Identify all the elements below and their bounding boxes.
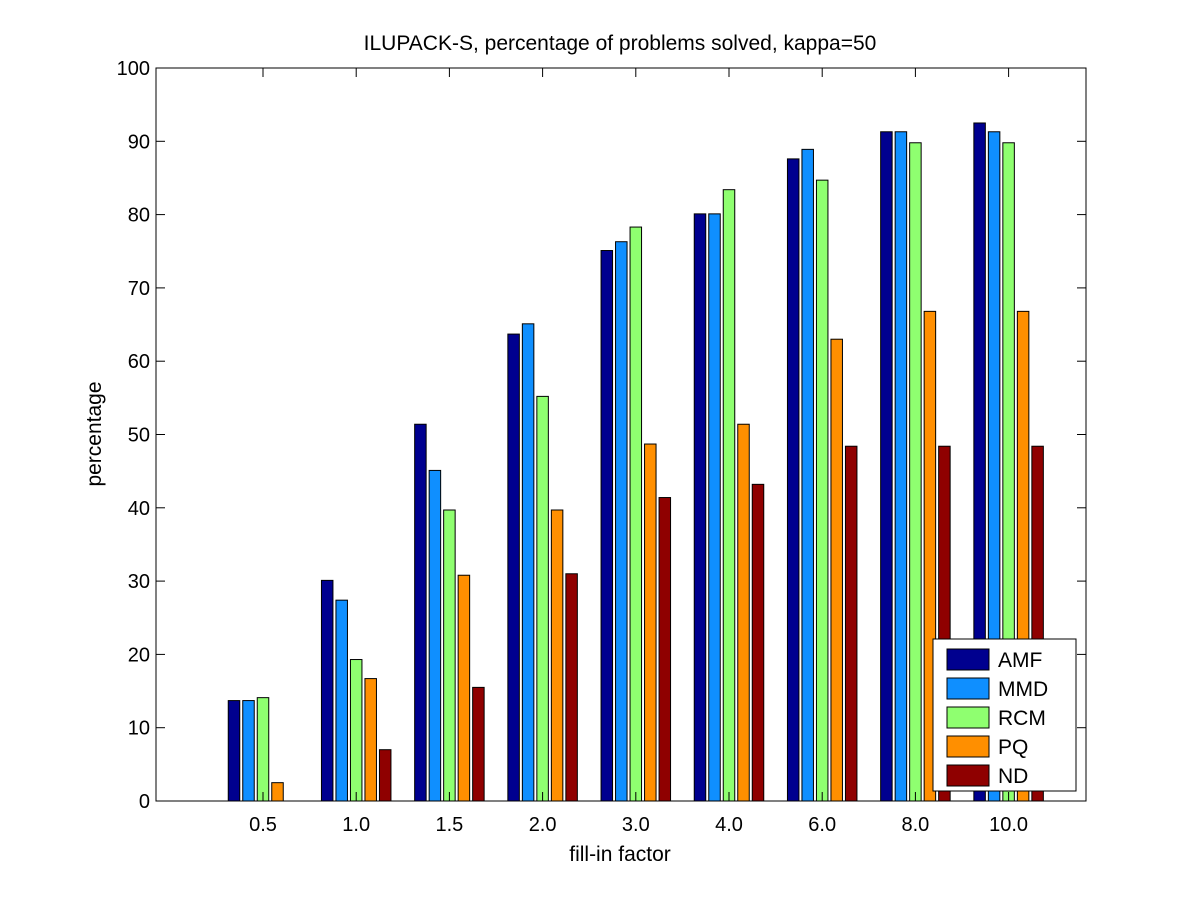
x-tick-label: 10.0: [989, 814, 1028, 836]
x-tick-label: 6.0: [808, 814, 836, 836]
bar-amf-1.5: [414, 423, 427, 802]
bar-mmd-3.0: [615, 241, 628, 802]
x-tick-label: 8.0: [901, 814, 929, 836]
legend-swatch-pq: [946, 735, 990, 758]
x-tick-label: 4.0: [715, 814, 743, 836]
legend-label-nd: ND: [998, 765, 1028, 788]
bar-mmd-8.0: [894, 131, 908, 802]
legend: AMF MMD RCM PQ ND: [932, 638, 1077, 792]
x-tick-label: 0.5: [249, 814, 277, 836]
y-tick-label: 70: [128, 278, 150, 300]
legend-label-pq: PQ: [998, 736, 1028, 759]
bars-group: [227, 122, 1044, 802]
x-axis-label: fill-in factor: [569, 843, 671, 866]
chart-title: ILUPACK-S, percentage of problems solved…: [364, 32, 877, 55]
bar-mmd-0.5: [242, 700, 255, 802]
bar-amf-3.0: [600, 250, 614, 802]
bar-amf-0.5: [227, 700, 241, 802]
bar-pq-1.0: [364, 678, 377, 802]
bar-rcm-1.5: [443, 509, 456, 802]
bar-mmd-2.0: [521, 323, 535, 802]
legend-swatch-mmd: [946, 677, 990, 700]
bar-rcm-3.0: [629, 226, 643, 802]
bar-rcm-4.0: [722, 189, 736, 802]
bar-nd-1.0: [378, 749, 392, 802]
bar-mmd-4.0: [708, 213, 721, 802]
bar-nd-4.0: [751, 483, 765, 802]
bar-pq-4.0: [737, 423, 750, 802]
legend-swatch-amf: [946, 648, 990, 671]
bar-pq-3.0: [644, 443, 657, 802]
bar-mmd-1.5: [428, 469, 442, 802]
legend-label-mmd: MMD: [998, 678, 1048, 701]
y-tick-label: 50: [128, 425, 150, 447]
bar-amf-8.0: [880, 131, 893, 802]
legend-label-amf: AMF: [998, 649, 1042, 672]
legend-label-rcm: RCM: [998, 707, 1046, 730]
y-tick-label: 30: [128, 571, 150, 593]
bar-nd-3.0: [658, 497, 672, 802]
bar-rcm-0.5: [256, 697, 270, 802]
bar-rcm-1.0: [349, 659, 363, 802]
y-tick-label: 60: [128, 351, 150, 373]
bar-rcm-6.0: [815, 179, 829, 802]
x-tick-label: 1.0: [342, 814, 370, 836]
legend-swatch-rcm: [946, 706, 990, 729]
bar-amf-4.0: [693, 213, 707, 802]
bar-mmd-1.0: [335, 599, 348, 802]
x-axis: 0.5 1.0 1.5 2.0 3.0 4.0 6.0 8.0 10.0: [249, 68, 1028, 836]
bar-mmd-6.0: [801, 148, 814, 802]
y-tick-label: 80: [128, 205, 150, 227]
legend-swatch-nd: [946, 764, 990, 787]
x-tick-label: 2.0: [529, 814, 557, 836]
bar-rcm-2.0: [536, 395, 549, 802]
bar-nd-6.0: [844, 445, 858, 802]
y-tick-label: 100: [117, 58, 150, 80]
bar-amf-2.0: [507, 333, 520, 802]
bar-rcm-8.0: [909, 142, 922, 802]
y-tick-label: 0: [139, 791, 150, 813]
y-tick-label: 20: [128, 644, 150, 666]
bar-pq-6.0: [830, 338, 843, 802]
bar-pq-2.0: [550, 509, 564, 802]
bar-amf-1.0: [320, 579, 334, 802]
bar-pq-1.5: [457, 574, 471, 802]
y-tick-label: 90: [128, 131, 150, 153]
y-axis-label: percentage: [83, 381, 106, 486]
bar-nd-1.5: [472, 686, 485, 802]
y-tick-label: 10: [128, 718, 150, 740]
x-tick-label: 1.5: [435, 814, 463, 836]
bar-pq-0.5: [271, 782, 284, 802]
bar-amf-6.0: [786, 158, 800, 802]
bar-nd-2.0: [565, 573, 578, 802]
y-tick-label: 40: [128, 498, 150, 520]
y-axis: 0 10 20 30 40 50 60 70 80 90 100: [117, 58, 1086, 813]
x-tick-label: 3.0: [622, 814, 650, 836]
